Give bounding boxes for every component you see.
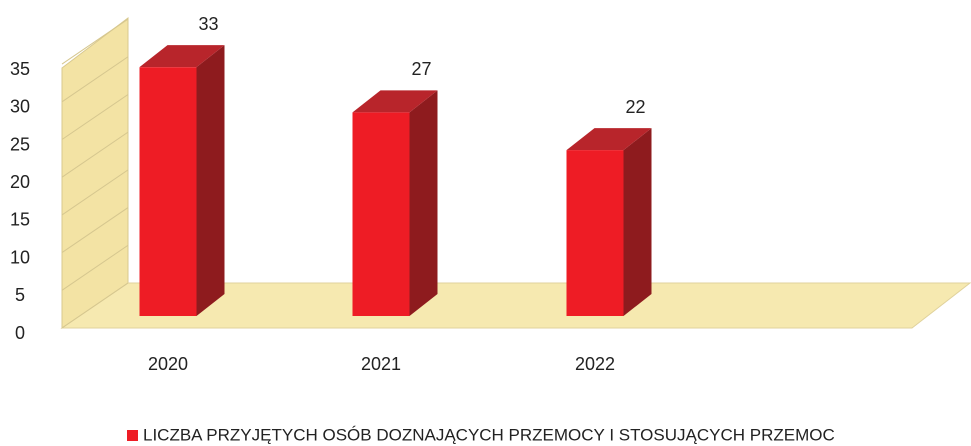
legend-swatch (127, 430, 138, 441)
grid-line (61, 244, 129, 291)
grid-line (61, 94, 129, 140)
bar-top (566, 128, 652, 151)
grid-line (61, 18, 129, 65)
value-label: 33 (198, 14, 218, 34)
bar-side (623, 128, 652, 316)
grid-line (61, 207, 129, 254)
value-label: 22 (625, 97, 645, 117)
bar-side (409, 90, 438, 316)
bar (139, 67, 197, 317)
y-tick-label: 30 (10, 97, 30, 117)
bar (566, 150, 624, 316)
legend-label: LICZBA PRZYJĘTYCH OSÓB DOZNAJĄCYCH PRZEM… (143, 425, 835, 444)
grid-line (61, 56, 129, 103)
grid-line (61, 282, 129, 329)
y-tick-label: 15 (10, 210, 30, 230)
side-wall (61, 16, 129, 329)
grid-line (61, 131, 129, 178)
x-tick-label: 2022 (575, 354, 615, 374)
bar (352, 112, 410, 316)
x-tick-label: 2021 (361, 354, 401, 374)
y-tick-label: 35 (10, 59, 30, 79)
bar-side (196, 45, 225, 317)
grid-line (61, 169, 129, 216)
y-tick-label: 5 (15, 285, 25, 305)
y-tick-label: 0 (15, 323, 25, 343)
value-label: 27 (411, 59, 431, 79)
x-tick-label: 2020 (148, 354, 188, 374)
y-tick-label: 20 (10, 172, 30, 192)
bar-top (139, 45, 225, 68)
bar-top (352, 90, 438, 113)
y-tick-label: 10 (10, 247, 30, 267)
y-tick-label: 25 (10, 134, 30, 154)
